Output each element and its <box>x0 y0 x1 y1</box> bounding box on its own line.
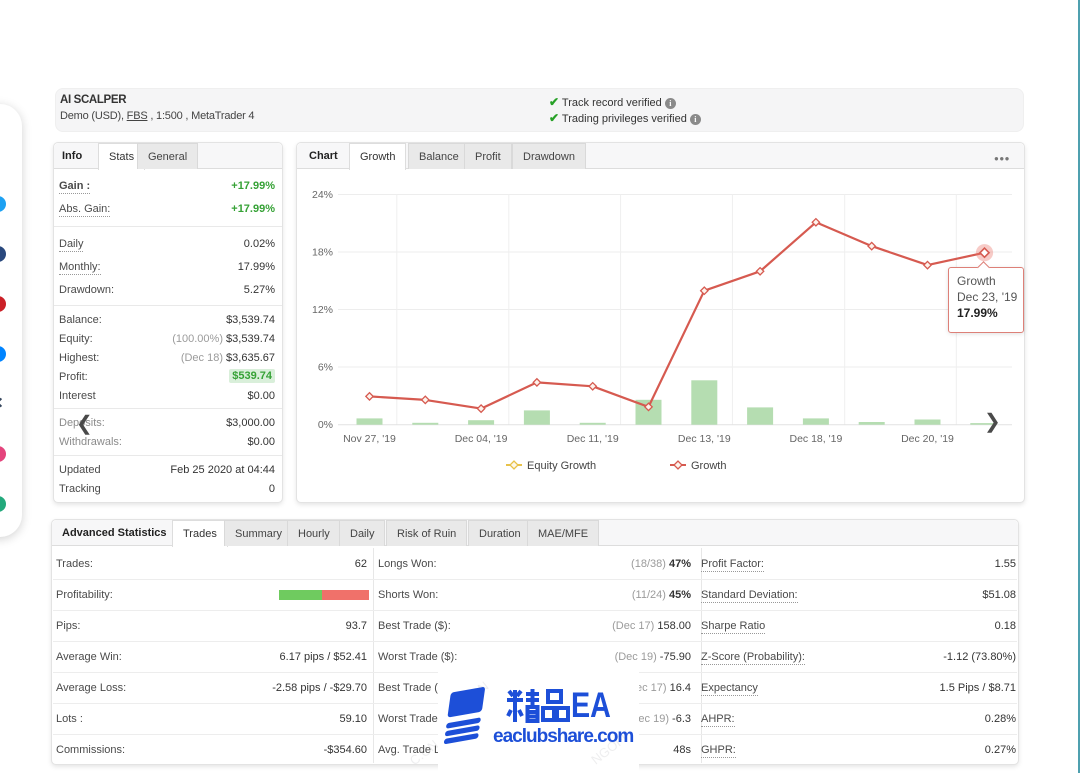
svg-text:Equity Growth: Equity Growth <box>527 460 596 472</box>
svg-text:12%: 12% <box>312 304 333 316</box>
svg-text:Growth: Growth <box>691 460 726 472</box>
svg-text:Dec 04, '19: Dec 04, '19 <box>455 433 508 445</box>
svg-text:18%: 18% <box>312 247 333 259</box>
svg-text:0%: 0% <box>318 419 333 431</box>
svg-text:24%: 24% <box>312 189 333 201</box>
svg-text:6%: 6% <box>318 362 333 374</box>
svg-text:Dec 13, '19: Dec 13, '19 <box>678 433 731 445</box>
svg-text:Nov 27, '19: Nov 27, '19 <box>343 433 396 445</box>
svg-text:Dec 20, '19: Dec 20, '19 <box>901 433 954 445</box>
svg-text:Dec 11, '19: Dec 11, '19 <box>567 433 619 445</box>
svg-text:Dec 18, '19: Dec 18, '19 <box>790 433 843 445</box>
